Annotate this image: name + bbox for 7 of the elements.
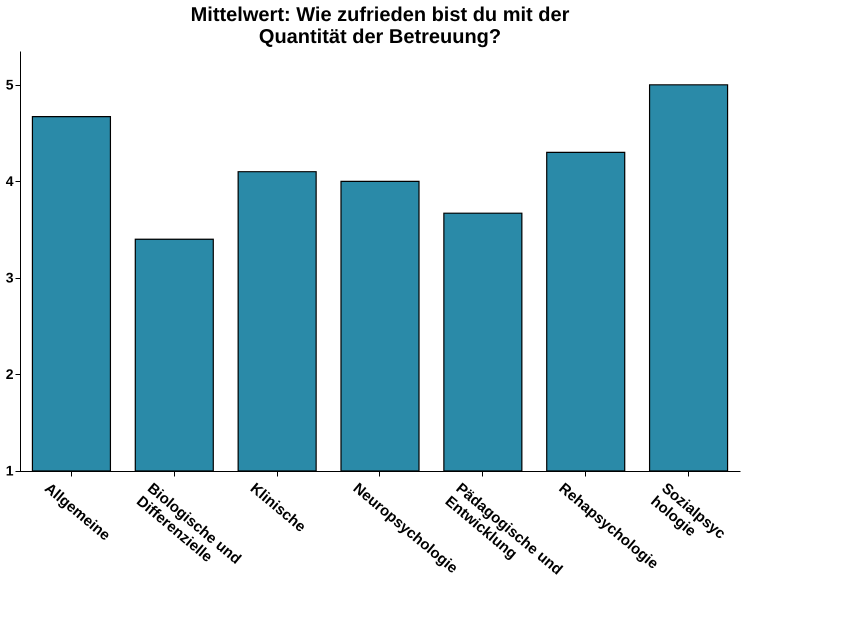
y-tick-label: 5 <box>6 76 14 92</box>
text: Quantität der Betreuung? <box>258 26 502 48</box>
y-tick-label: 4 <box>6 172 14 189</box>
text: Mittelwert: Wie zufrieden bist du mit der <box>190 4 570 26</box>
y-tick-label: 2 <box>6 366 14 382</box>
y-tick-label: 3 <box>6 269 14 286</box>
y-tick-label: 1 <box>6 462 14 478</box>
